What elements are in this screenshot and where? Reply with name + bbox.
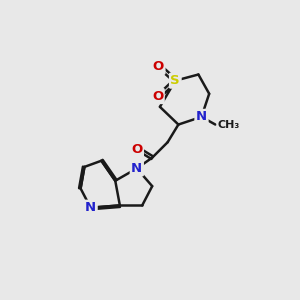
Text: O: O [153,60,164,73]
Text: N: N [196,110,207,123]
Text: CH₃: CH₃ [218,119,240,130]
Text: O: O [152,90,163,103]
Text: S: S [170,74,180,87]
Text: N: N [131,162,142,175]
Text: O: O [131,143,142,156]
Text: N: N [85,201,96,214]
